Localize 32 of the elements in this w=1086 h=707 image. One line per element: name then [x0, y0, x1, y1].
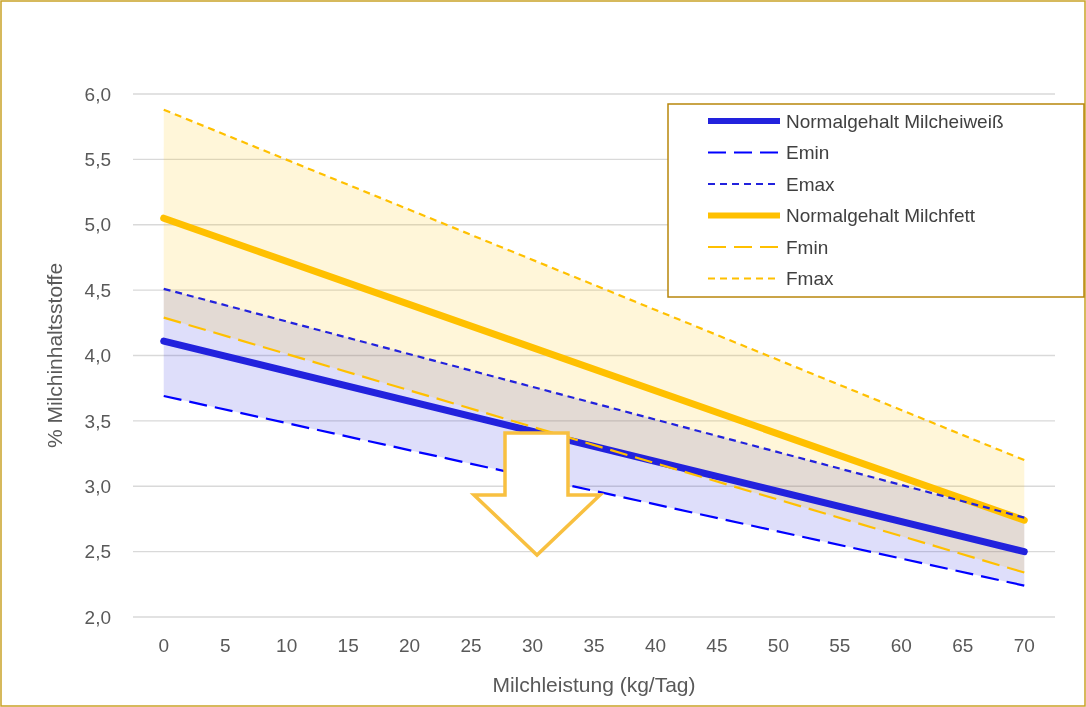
x-tick-label: 25 [460, 635, 482, 656]
y-tick-label: 3,5 [84, 410, 111, 432]
legend-label: Normalgehalt Milchfett [786, 205, 976, 227]
legend-label: Fmin [786, 236, 829, 258]
y-tick-label: 3,0 [84, 475, 111, 497]
x-tick-label: 5 [219, 635, 231, 656]
x-tick-label: 10 [276, 635, 298, 656]
y-tick-label: 5,0 [84, 214, 111, 236]
x-tick-label: 70 [1013, 635, 1035, 656]
x-tick-label: 0 [158, 635, 170, 656]
y-tick-label: 4,0 [84, 345, 111, 367]
x-tick-label: 40 [644, 635, 667, 656]
y-axis-title: % Milchinhaltsstoffe [43, 262, 66, 449]
x-tick-label: 60 [890, 635, 912, 656]
x-tick-label: 20 [399, 635, 421, 656]
x-axis-title: Milchleistung (kg/Tag) [492, 673, 696, 696]
x-tick-label: 65 [952, 635, 974, 656]
x-tick-label: 45 [706, 635, 728, 656]
x-tick-label: 30 [521, 635, 544, 656]
y-tick-label: 2,5 [84, 541, 111, 563]
legend-label: Fmax [786, 268, 834, 290]
x-tick-label: 55 [829, 635, 851, 656]
y-tick-label: 5,5 [84, 149, 111, 171]
x-tick-label: 35 [583, 635, 605, 656]
y-tick-label: 4,5 [84, 279, 111, 301]
y-tick-label: 2,0 [84, 606, 111, 628]
x-tick-label: 50 [767, 635, 789, 656]
legend-label: Emin [786, 142, 830, 164]
x-tick-label: 15 [337, 635, 359, 656]
legend-label: Normalgehalt Milcheiweiß [786, 110, 1004, 132]
legend-label: Emax [786, 173, 836, 195]
y-tick-label: 6,0 [84, 83, 111, 105]
